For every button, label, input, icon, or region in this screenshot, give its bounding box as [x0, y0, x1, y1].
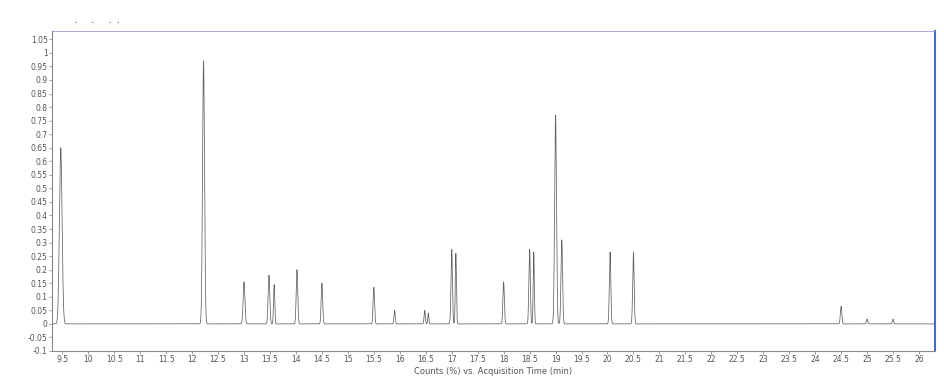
X-axis label: Counts (%) vs. Acquisition Time (min): Counts (%) vs. Acquisition Time (min)	[414, 367, 572, 376]
Text: .   .   . .: . . . .	[60, 18, 120, 25]
